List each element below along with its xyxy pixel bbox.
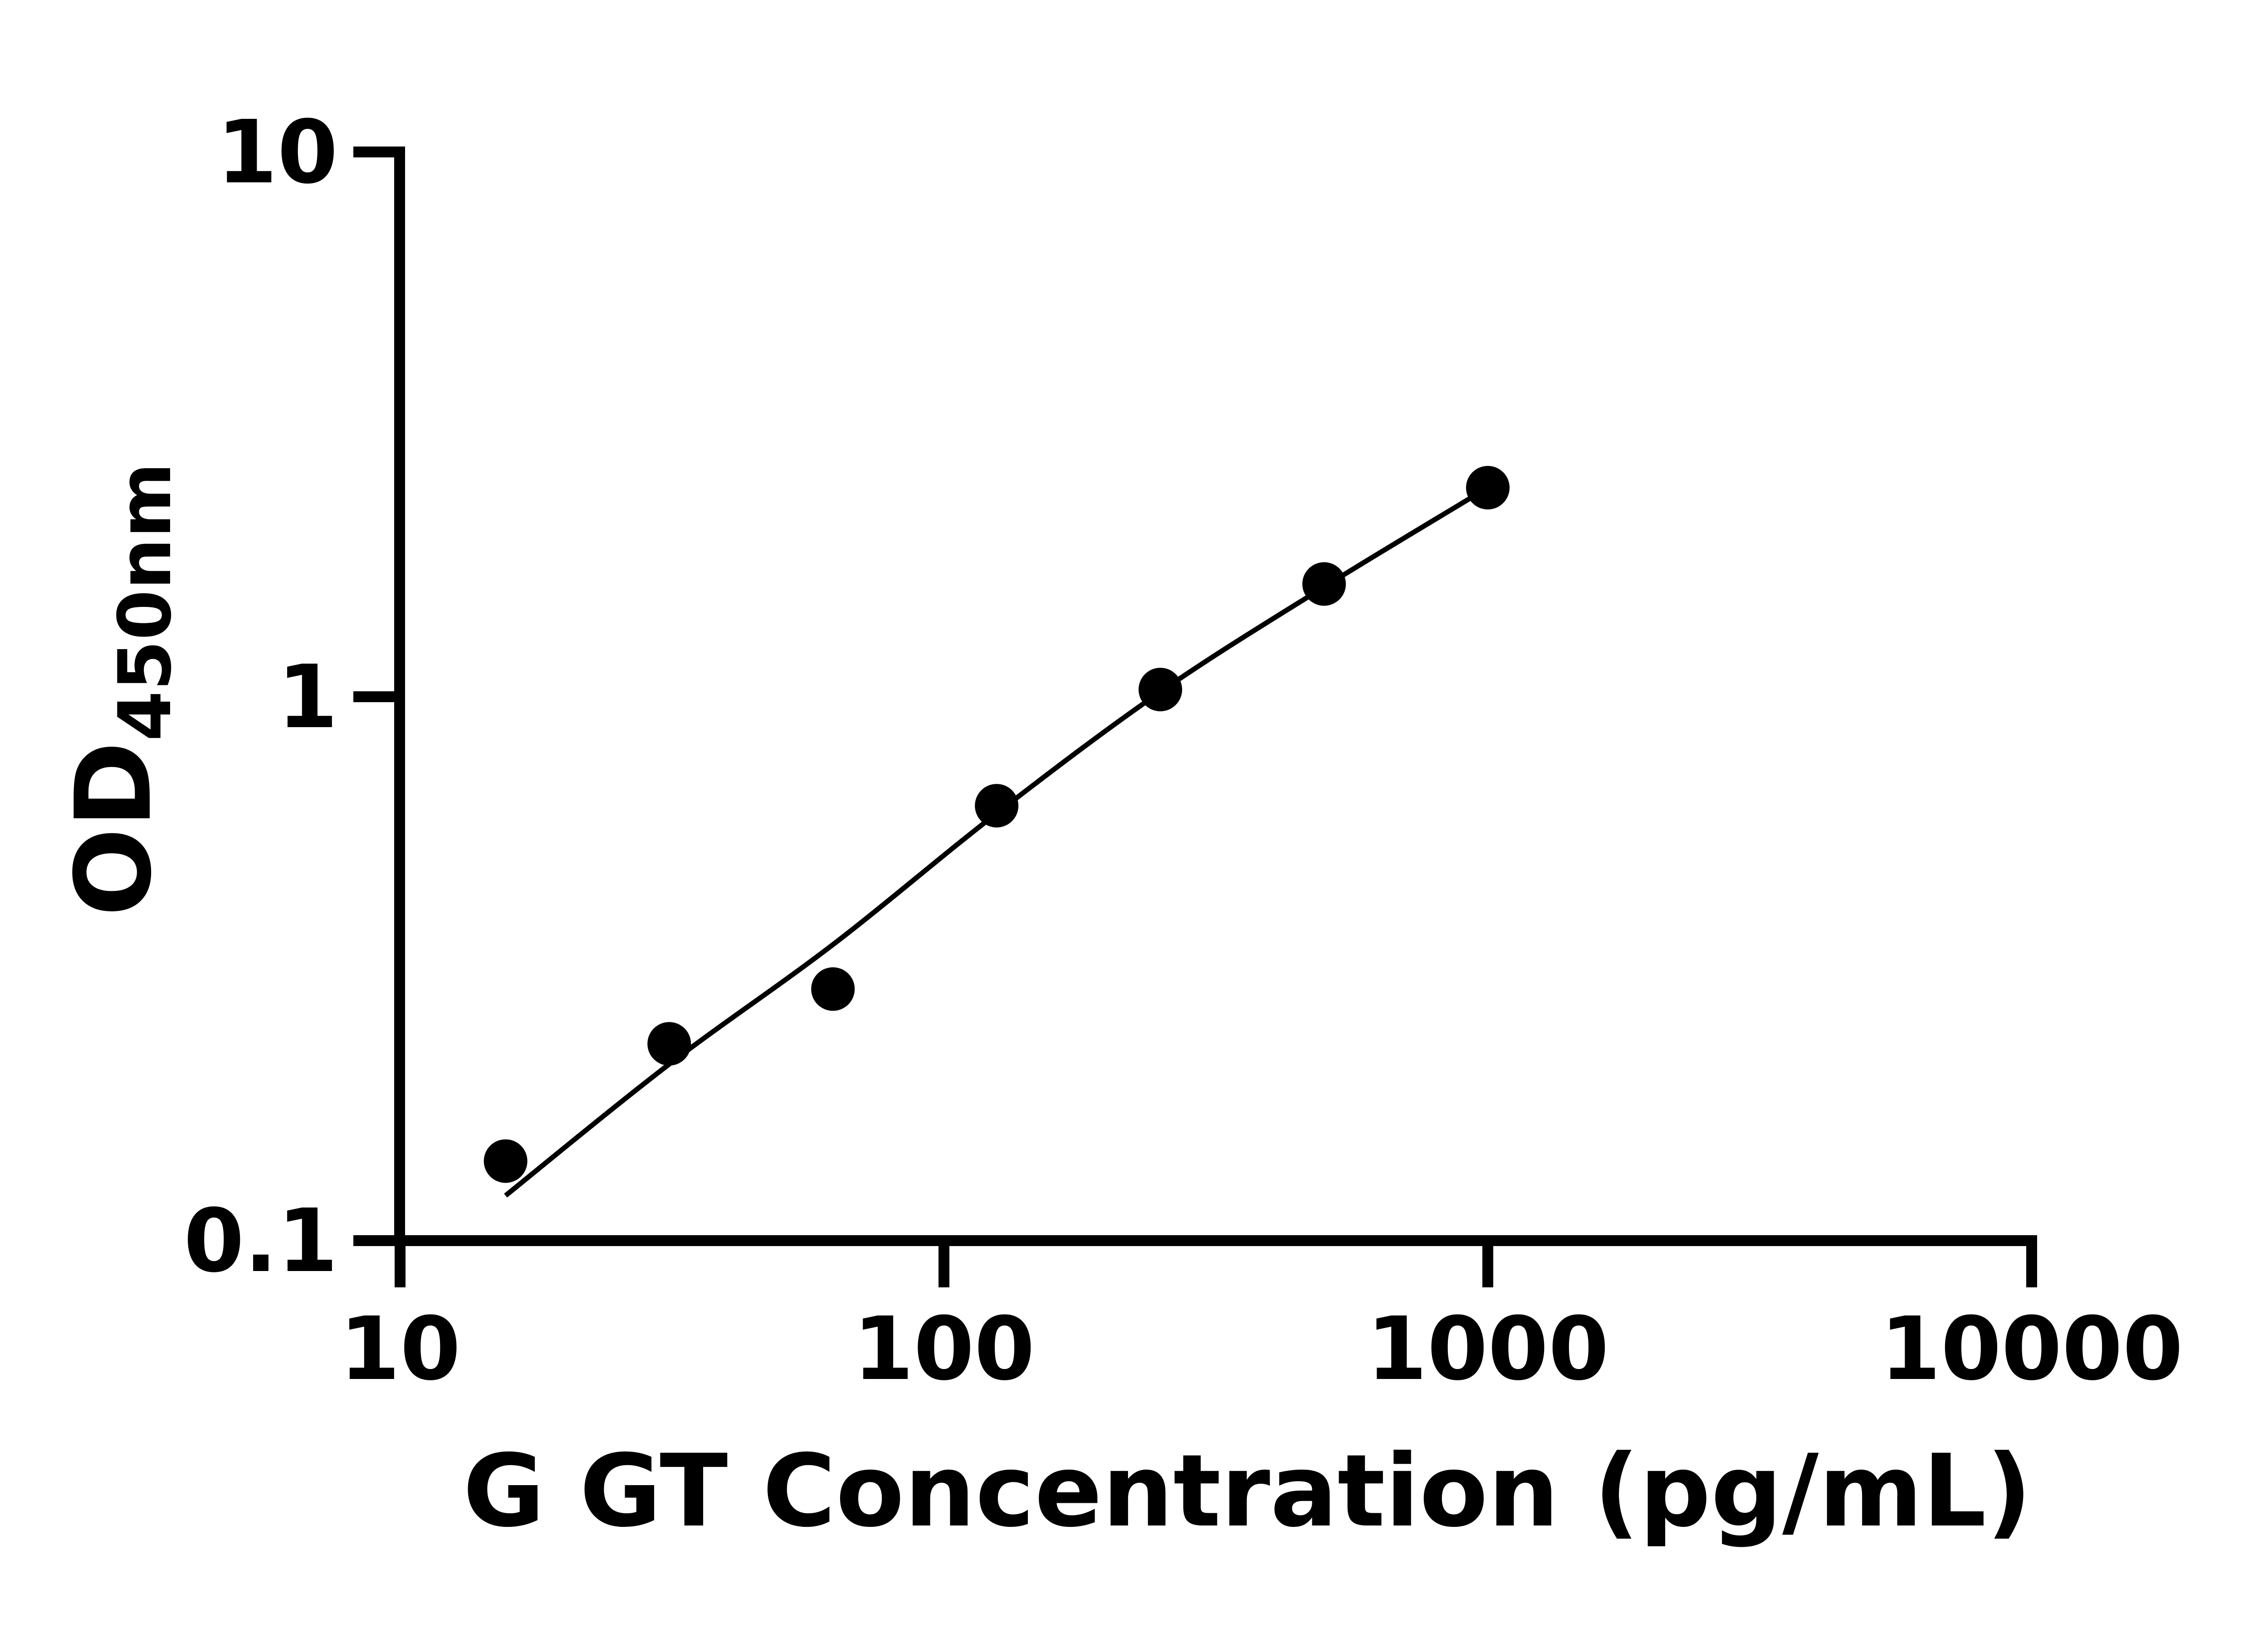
data-point	[811, 967, 855, 1011]
y-axis-title-subscript: 450nm	[103, 462, 187, 741]
data-point	[1302, 562, 1346, 606]
data-point	[1139, 668, 1183, 712]
x-axis	[394, 1235, 2037, 1287]
x-tick-label-100: 100	[853, 1299, 1035, 1400]
x-tick-labels: 10 100 1000 10000	[339, 1299, 2183, 1400]
y-axis-title: OD450nm	[54, 462, 187, 916]
data-point	[975, 784, 1019, 828]
y-axis	[353, 147, 405, 1246]
plot-area	[484, 466, 1510, 1198]
y-tick-label-10: 10	[217, 102, 338, 203]
y-tick-label-1: 1	[277, 647, 338, 748]
x-tick-label-10: 10	[339, 1299, 460, 1400]
y-tick-labels: 10 1 0.1	[184, 102, 338, 1292]
x-axis-title: G GT Concentration (pg/mL)	[463, 1433, 2032, 1549]
y-axis-title-main: OD	[54, 741, 175, 916]
data-point	[1466, 466, 1510, 510]
x-tick-label-10000: 10000	[1880, 1299, 2183, 1400]
x-tick-label-1000: 1000	[1367, 1299, 1609, 1400]
y-tick-label-0point1: 0.1	[184, 1191, 338, 1292]
data-point	[647, 1022, 691, 1066]
data-point	[484, 1139, 528, 1183]
